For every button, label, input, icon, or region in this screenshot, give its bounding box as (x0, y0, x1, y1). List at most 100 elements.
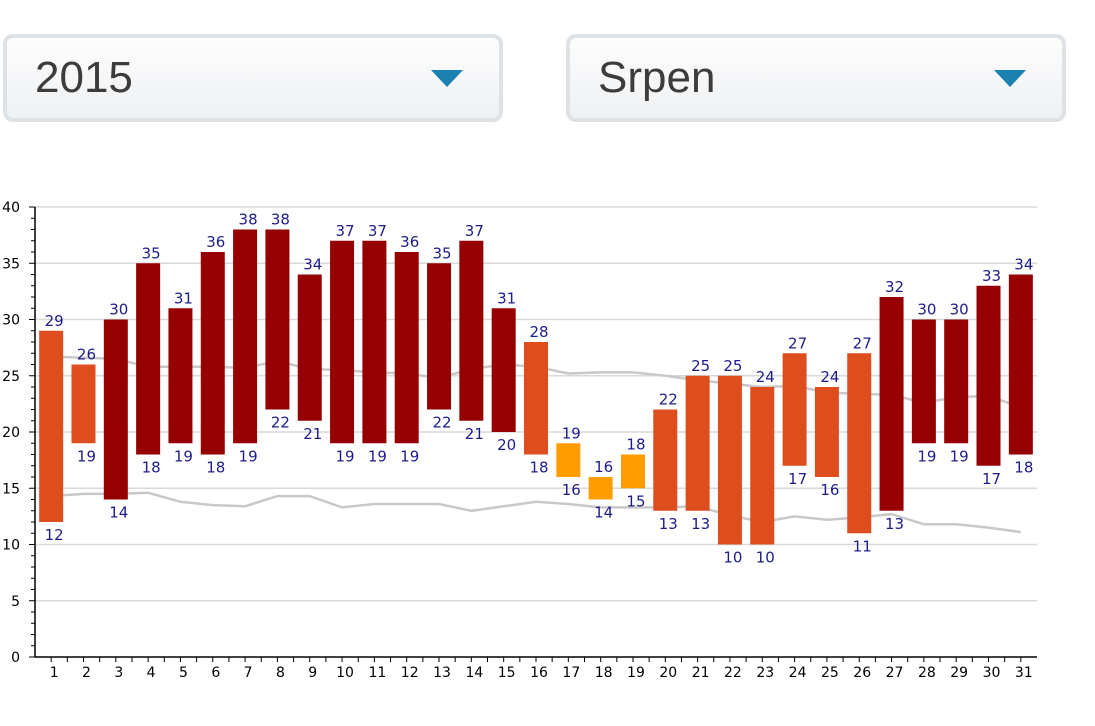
range-bar (71, 364, 96, 444)
x-tick-label: 25 (821, 665, 839, 681)
min-label: 13 (691, 515, 710, 533)
min-label: 16 (820, 481, 839, 499)
x-tick-label: 15 (498, 665, 516, 681)
min-label: 19 (368, 447, 387, 465)
max-label: 35 (432, 244, 451, 262)
y-tick-label: 25 (2, 369, 20, 385)
x-tick-label: 20 (659, 665, 677, 681)
range-bar (459, 240, 484, 421)
min-label: 19 (174, 447, 193, 465)
chart-data-labels: 29 12 26 19 30 14 35 18 31 19 36 18 38 19 38 22 34 21 37 19… (45, 211, 1034, 567)
x-tick-label: 11 (368, 665, 386, 681)
min-label: 17 (982, 470, 1001, 488)
min-label: 21 (303, 425, 322, 443)
x-tick-label: 27 (886, 665, 904, 681)
x-tick-label: 2 (82, 665, 91, 681)
x-tick-label: 4 (147, 665, 156, 681)
max-label: 19 (562, 424, 581, 442)
chevron-down-icon[interactable] (431, 69, 463, 87)
max-label: 37 (465, 222, 484, 240)
min-label: 19 (400, 447, 419, 465)
range-bar (200, 252, 225, 455)
y-tick-label: 5 (11, 594, 20, 610)
max-label: 31 (174, 289, 193, 307)
max-label: 16 (594, 458, 613, 476)
min-label: 10 (723, 549, 742, 567)
max-label: 25 (691, 357, 710, 375)
year-select[interactable]: 2015 (3, 34, 503, 122)
y-tick-label: 40 (2, 200, 20, 216)
max-label: 38 (271, 211, 290, 229)
x-tick-label: 17 (562, 665, 580, 681)
x-tick-label: 10 (336, 665, 354, 681)
x-tick-label: 31 (1015, 665, 1033, 681)
min-label: 21 (465, 425, 484, 443)
range-bar (233, 229, 258, 444)
max-label: 32 (885, 278, 904, 296)
range-bar (330, 240, 355, 444)
x-tick-label: 16 (530, 665, 548, 681)
x-tick-label: 13 (433, 665, 451, 681)
x-tick-label: 1 (50, 665, 59, 681)
max-label: 35 (142, 244, 161, 262)
max-label: 37 (336, 222, 355, 240)
range-bar (1008, 274, 1033, 455)
range-bar (944, 319, 969, 444)
x-tick-label: 21 (692, 665, 710, 681)
y-tick-label: 30 (2, 313, 20, 329)
range-bar (717, 375, 742, 545)
min-label: 13 (885, 515, 904, 533)
max-label: 36 (206, 233, 225, 251)
range-bar (394, 252, 419, 444)
max-label: 36 (400, 233, 419, 251)
max-label: 34 (1014, 256, 1033, 274)
x-tick-label: 28 (918, 665, 936, 681)
max-label: 27 (853, 334, 872, 352)
max-label: 26 (77, 346, 96, 364)
range-bar (265, 229, 290, 410)
min-label: 14 (594, 504, 613, 522)
max-label: 31 (497, 289, 516, 307)
y-tick-label: 10 (2, 538, 20, 554)
min-label: 15 (626, 492, 645, 510)
max-label: 33 (982, 267, 1001, 285)
min-label: 18 (1014, 459, 1033, 477)
max-label: 18 (626, 436, 645, 454)
min-label: 18 (529, 459, 548, 477)
range-bar (879, 297, 904, 511)
x-tick-label: 14 (465, 665, 483, 681)
max-label: 24 (756, 368, 775, 386)
range-bar (103, 319, 128, 500)
max-label: 37 (368, 222, 387, 240)
month-select[interactable]: Srpen (566, 34, 1066, 122)
chart-bars (39, 229, 1033, 545)
x-tick-label: 5 (179, 665, 188, 681)
min-label: 19 (950, 447, 969, 465)
x-tick-label: 24 (789, 665, 807, 681)
x-tick-label: 19 (627, 665, 645, 681)
x-tick-label: 9 (308, 665, 317, 681)
x-tick-label: 26 (853, 665, 871, 681)
chevron-down-icon[interactable] (994, 69, 1026, 87)
min-label: 18 (206, 459, 225, 477)
min-label: 20 (497, 436, 516, 454)
x-tick-label: 12 (401, 665, 419, 681)
range-bar (297, 274, 322, 421)
range-bar (782, 353, 807, 466)
x-tick-label: 6 (211, 665, 220, 681)
min-label: 19 (239, 447, 258, 465)
max-label: 30 (950, 301, 969, 319)
x-tick-label: 23 (756, 665, 774, 681)
max-label: 28 (529, 323, 548, 341)
range-bar (491, 308, 516, 432)
range-bar (136, 263, 161, 455)
min-label: 19 (917, 447, 936, 465)
min-label: 16 (562, 481, 581, 499)
x-tick-label: 30 (983, 665, 1001, 681)
min-label: 10 (756, 549, 775, 567)
range-bar (911, 319, 936, 444)
x-tick-label: 3 (114, 665, 123, 681)
y-tick-label: 0 (11, 650, 20, 666)
min-label: 22 (432, 414, 451, 432)
